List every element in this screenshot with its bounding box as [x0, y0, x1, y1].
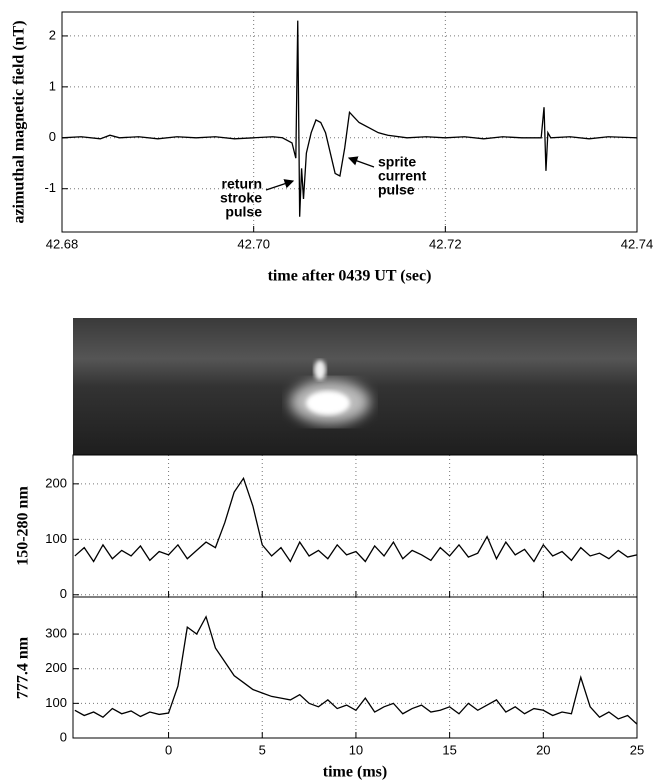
axes-frame: [72, 596, 638, 739]
annotation: current: [378, 168, 427, 184]
x-tick-label: 5: [259, 742, 266, 757]
data-line: [61, 20, 638, 217]
axes-frame: [61, 11, 638, 233]
annotation: pulse: [378, 182, 415, 198]
y-tick-label: 100: [45, 531, 67, 546]
x-axis-label: time (ms): [323, 764, 387, 781]
x-tick-label: 42.68: [46, 236, 79, 251]
data-line: [74, 476, 638, 563]
x-tick-label: 25: [630, 742, 644, 757]
x-axis-label: time after 0439 UT (sec): [268, 268, 432, 285]
x-tick-label: 42.74: [621, 236, 654, 251]
annotation-arrows: [265, 156, 375, 191]
x-tick-label: 20: [536, 742, 550, 757]
data-line: [74, 615, 638, 725]
x-tick-label: 42.72: [429, 236, 462, 251]
y-tick-label: 0: [49, 129, 56, 144]
y-tick-label: 200: [45, 475, 67, 490]
y-tick-label: 100: [45, 695, 67, 710]
x-tick-label: 42.70: [237, 236, 270, 251]
y-tick-label: -1: [44, 180, 56, 195]
y-axis-label: 777.4 nm: [15, 636, 32, 699]
plot-area: [73, 597, 637, 738]
x-tick-label: 15: [442, 742, 456, 757]
y-tick-label: 2: [49, 27, 56, 42]
y-tick-label: 200: [45, 660, 67, 675]
annotation: pulse: [225, 204, 262, 220]
x-tick-label: 0: [165, 742, 172, 757]
y-tick-label: 300: [45, 626, 67, 641]
y-axis-label: 150-280 nm: [15, 486, 32, 566]
video-frame: [73, 318, 637, 455]
y-tick-label: 0: [60, 586, 67, 601]
annotation: stroke: [220, 190, 262, 206]
annotation: sprite: [378, 154, 416, 170]
annotation: return: [222, 176, 262, 192]
y-tick-label: 0: [60, 729, 67, 744]
y-axis-label: azimuthal magnetic field (nT): [11, 20, 28, 223]
x-tick-label: 10: [349, 742, 363, 757]
y-tick-label: 1: [49, 78, 56, 93]
plot-area: [73, 455, 637, 597]
plot-area: [62, 12, 637, 232]
